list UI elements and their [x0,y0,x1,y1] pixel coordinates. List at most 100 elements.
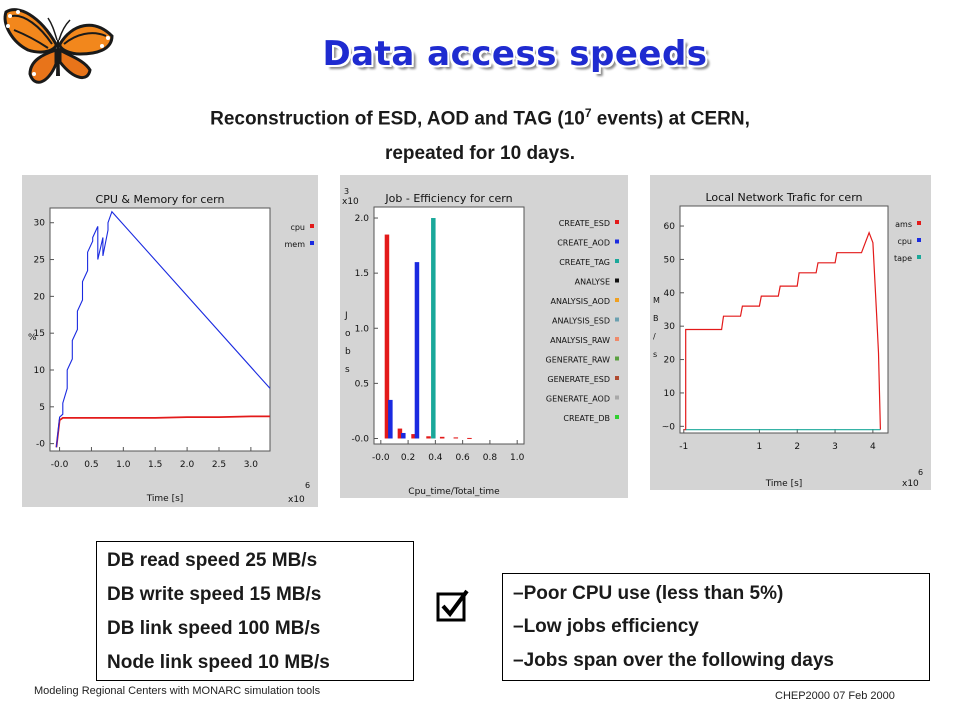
x-tick-label: 1.5 [148,460,162,470]
x-tick-label: 1.0 [510,453,525,463]
finding-cpu-use: –Poor CPU use (less than 5%) [513,583,784,604]
y-tick-label: 50 [664,255,676,265]
series-line-ams [683,231,881,431]
legend-label-ams: ams [895,220,912,229]
legend-swatch-tape [917,255,921,259]
x-tick-label: 3 [832,442,838,452]
y-axis-label-letter: s [345,365,350,375]
bar-create-tag [431,218,436,439]
y-axis-label-letter: b [345,347,351,357]
findings-box: –Poor CPU use (less than 5%) –Low jobs e… [502,573,930,681]
series-line-mem [55,210,271,448]
y-tick-label: 10 [34,366,46,376]
x-tick-label: -0.0 [372,453,390,463]
job-efficiency-chart: Job - Efficiency for cern -0.0 0.2 0.4 0.6 0.… [342,187,619,497]
legend-swatch-analyse [615,278,619,283]
y-tick-label: 25 [34,256,45,266]
legend-swatch-create-esd [615,220,619,224]
y-tick-label: 15 [34,329,45,339]
y-tick-label: 2.0 [355,214,370,224]
legend-label-cpu: cpu [290,223,305,232]
y-tick-label: -0.0 [351,434,369,444]
x-tick-label: 2.0 [180,460,195,470]
speed-db-read: DB read speed 25 MB/s [107,550,318,571]
bar-create-aod [414,262,420,439]
x-axis-label: Time [s] [765,479,803,489]
subtitle-line-2: repeated for 10 days. [384,143,576,164]
speed-node-link: Node link speed 10 MB/s [107,652,330,673]
legend-swatch-analysis-esd [615,317,619,322]
y-axis-label-letter: J [344,311,348,321]
x-tick-label: 1 [757,442,763,452]
bar-create-esd [453,437,459,439]
legend-swatch-generate-esd [615,376,619,380]
network-traffic-chart-panel: Local Network Trafic for cern -1 1 2 3 4 ~0 10 2… [650,175,931,490]
legend-label-generate-esd: GENERATE_ESD [547,375,610,384]
chart-title: Local Network Trafic for cern [705,191,862,204]
cpu-memory-chart-panel: CPU & Memory for cern -0.0 0.5 1.0 1.5 2.0 2.5… [22,175,318,507]
legend-swatch-cpu [917,238,921,242]
bar-create-esd [467,437,472,439]
y-axis-label-letter: s [653,350,657,359]
bar-create-aod [388,399,393,439]
legend-label-create-tag: CREATE_TAG [559,258,610,267]
legend-label-cpu: cpu [897,237,912,246]
legend-label-tape: tape [894,254,912,263]
x-axis-label: Time [s] [146,494,184,504]
speed-db-link: DB link speed 100 MB/s [107,618,321,639]
legend-label-mem: mem [284,240,305,249]
legend-label-analysis-raw: ANALYSIS_RAW [550,336,610,345]
finding-jobs-span: –Jobs span over the following days [513,650,834,671]
bar-create-esd [426,436,431,439]
y-axis-label-letter: o [345,329,351,339]
y-axis-label: % [28,333,37,343]
x-axis-multiplier: x10 [902,479,919,489]
legend-swatch-create-tag [615,259,619,263]
subtitle-text-before: Reconstruction of ESD, AOD and TAG (10 [210,108,585,130]
y-tick-label: 60 [664,222,676,232]
speed-db-write: DB write speed 15 MB/s [107,584,322,605]
y-tick-label: 5 [39,403,45,413]
bar-create-esd [439,436,445,439]
x-tick-label: 2 [794,442,800,452]
x-tick-label: 0.6 [455,453,470,463]
subtitle-text-after: events) at CERN, [591,108,750,130]
butterfly-antenna-right [58,19,71,41]
y-tick-label: 30 [664,322,676,332]
butterfly-body [56,40,60,76]
legend-label-generate-raw: GENERATE_RAW [546,356,611,365]
bar-create-esd [397,428,403,439]
butterfly-lower-left-wing [28,47,58,84]
butterfly-upper-left-wing [3,8,58,54]
y-axis-label-letter: M [653,296,660,305]
legend-swatch-generate-raw [615,356,619,361]
subtitle-exponent: 7 [584,106,592,120]
butterfly-logo [3,8,114,84]
y-tick-label: -0 [36,440,45,450]
network-traffic-chart: Local Network Trafic for cern -1 1 2 3 4 ~0 10 2… [653,191,923,489]
legend-label-create-esd: CREATE_ESD [559,219,610,228]
bar-create-esd [384,234,390,439]
bar-create-aod [401,432,406,439]
subtitle-line-1: Reconstruction of ESD, AOD and TAG (107 … [60,106,900,130]
plot-area [679,205,889,434]
legend-label-generate-aod: GENERATE_AOD [546,395,610,404]
x-tick-label: 3.0 [244,460,259,470]
footer-left: Modeling Regional Centers with MONARC si… [34,685,321,697]
legend-swatch-generate-aod [615,395,619,400]
butterfly-lower-right-wing [58,47,92,79]
y-tick-label: 20 [34,292,46,302]
legend-label-create-db: CREATE_DB [563,414,610,423]
x-tick-label: 0.4 [428,453,443,463]
y-axis-multiplier: x10 [342,197,359,207]
y-axis-multiplier-exponent: 3 [344,187,349,196]
x-tick-label: 2.5 [212,460,226,470]
series-line-cpu [55,415,270,448]
job-efficiency-chart-panel: Job - Efficiency for cern -0.0 0.2 0.4 0.6 0.… [340,175,628,498]
legend-swatch-analysis-raw [615,337,619,341]
y-tick-label: 1.0 [355,324,370,334]
legend-label-analysis-esd: ANALYSIS_ESD [552,317,610,326]
x-axis-label: Cpu_time/Total_time [408,487,500,497]
y-axis-label-letter: B [653,314,659,323]
y-tick-label: 1.5 [355,269,369,279]
